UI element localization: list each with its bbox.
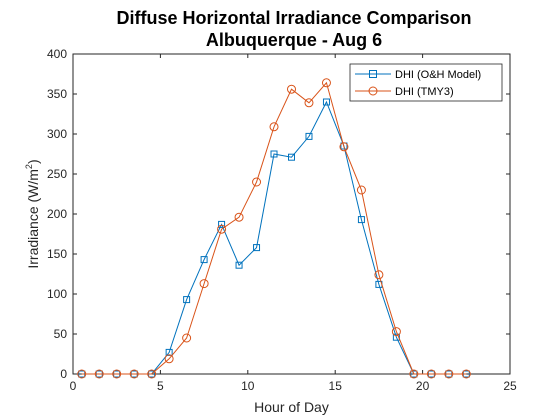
y-tick-label: 350 — [47, 87, 67, 101]
data-point — [322, 98, 330, 106]
y-tick-label: 0 — [60, 367, 67, 381]
data-point — [305, 132, 313, 140]
data-point — [199, 279, 209, 289]
data-point — [77, 369, 87, 379]
data-point — [253, 244, 261, 252]
chart-title-line1: Diffuse Horizontal Irradiance Comparison — [116, 8, 471, 28]
data-point — [252, 177, 262, 187]
data-point — [147, 369, 157, 379]
y-tick-label: 150 — [47, 247, 67, 261]
y-axis-label-main: Irradiance (W/m — [25, 169, 41, 269]
x-tick-label: 0 — [70, 379, 77, 393]
data-point — [200, 256, 208, 264]
data-point — [112, 369, 122, 379]
legend-label-tmy3: DHI (TMY3) — [395, 86, 454, 98]
y-axis-label-superscript: 2 — [24, 164, 34, 169]
chart-title-line2: Albuquerque - Aug 6 — [206, 30, 382, 50]
x-axis-label: Hour of Day — [254, 399, 329, 415]
data-point — [270, 150, 278, 158]
data-point — [234, 212, 244, 222]
data-point — [129, 369, 139, 379]
legend: DHI (O&H Model) DHI (TMY3) — [349, 63, 503, 102]
x-tick-label: 15 — [329, 379, 343, 393]
x-tick-label: 20 — [416, 379, 430, 393]
legend-label-oh: DHI (O&H Model) — [395, 69, 481, 81]
data-point — [304, 98, 314, 108]
y-tick-label: 100 — [47, 287, 67, 301]
data-point — [94, 369, 104, 379]
data-point — [288, 153, 295, 161]
data-point — [392, 333, 400, 341]
data-point — [357, 216, 365, 224]
data-point — [218, 220, 226, 228]
data-point — [287, 84, 296, 94]
data-point — [444, 369, 454, 379]
y-tick-label: 50 — [54, 327, 68, 341]
data-point — [339, 142, 349, 152]
y-tick-label: 200 — [47, 207, 67, 221]
y-axis-label: Irradiance (W/m2) — [24, 159, 41, 268]
data-point — [461, 369, 471, 379]
series-1 — [77, 78, 471, 379]
y-axis-label-end: ) — [25, 159, 41, 164]
data-point — [235, 261, 243, 269]
data-point — [164, 354, 174, 364]
x-tick-label: 5 — [157, 379, 164, 393]
y-tick-label: 400 — [47, 47, 67, 61]
series-layer — [77, 78, 471, 379]
data-point — [165, 348, 173, 356]
data-point — [374, 270, 384, 280]
data-point — [183, 296, 191, 304]
x-tick-label: 25 — [503, 379, 517, 393]
data-point — [321, 78, 331, 88]
data-point — [409, 369, 419, 379]
data-point — [182, 333, 192, 343]
data-point — [356, 185, 366, 195]
x-tick-label: 10 — [241, 379, 255, 393]
y-tick-label: 250 — [47, 167, 67, 181]
legend-marker-tmy3 — [368, 86, 378, 96]
y-tick-label: 300 — [47, 127, 67, 141]
data-point — [426, 369, 436, 379]
series-line — [81, 81, 467, 375]
plot-area — [72, 53, 511, 375]
data-point — [217, 224, 227, 234]
legend-marker-oh — [369, 70, 377, 78]
data-point — [269, 122, 279, 132]
data-point — [391, 327, 401, 337]
